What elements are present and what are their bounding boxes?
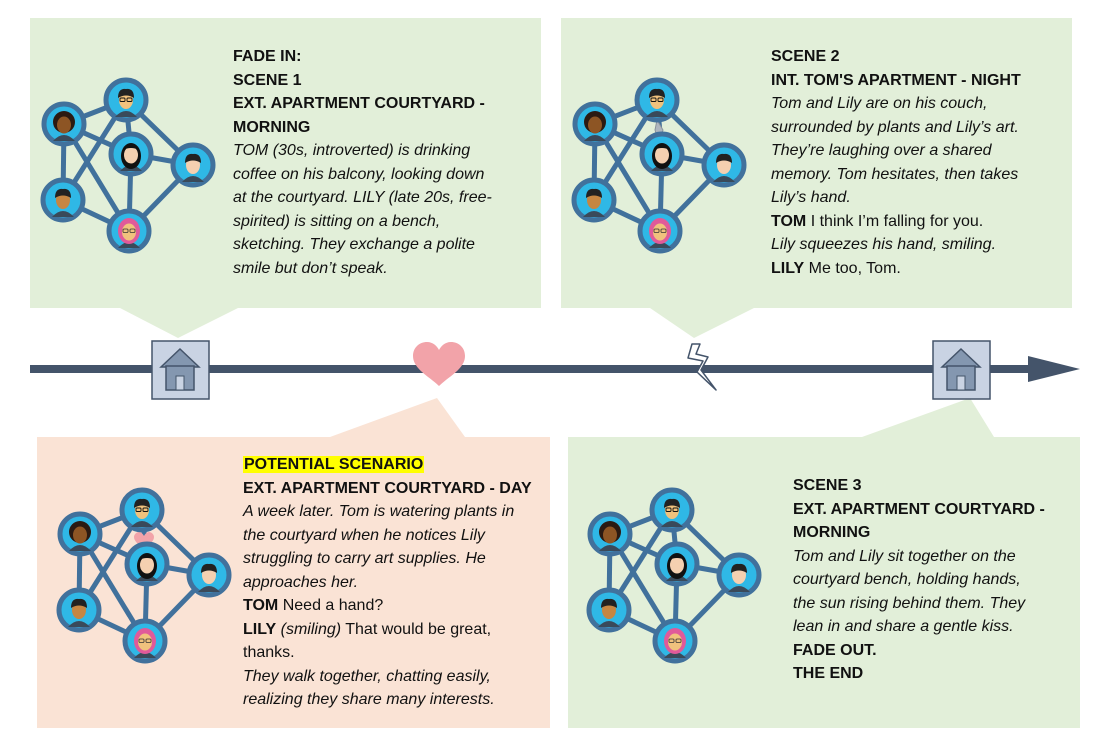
person-node-icon (41, 101, 87, 147)
scene1-action-line: smile but don’t speak. (233, 259, 388, 277)
scene2-location: INT. TOM'S APARTMENT - NIGHT (771, 71, 1021, 89)
scene3-action-line: Tom and Lily sit together on the (793, 547, 1016, 565)
scene3-house-icon (932, 340, 991, 400)
scene2-action-line: surrounded by plants and Lily’s art. (771, 118, 1019, 136)
person-node-icon (103, 77, 149, 123)
dialogue-text-cont: thanks. (243, 644, 295, 661)
potential-action-line: realizing they share many interests. (243, 691, 495, 708)
person-node-icon (40, 177, 86, 223)
person-node-icon (716, 552, 762, 598)
person-node-icon (106, 208, 152, 254)
the-end-label: THE END (793, 665, 864, 682)
scene3-location-cont: MORNING (793, 524, 871, 541)
lightning-icon (687, 343, 717, 391)
speaker-lily: LILY (771, 259, 805, 277)
person-node-icon (124, 541, 170, 587)
person-node-icon (170, 142, 216, 188)
scene3-action-line: the sun rising behind them. They (793, 594, 1026, 612)
scene2-action-line: memory. Tom hesitates, then takes (771, 165, 1019, 183)
fade-in-label: FADE IN: (233, 48, 302, 65)
person-node-icon (634, 77, 680, 123)
scene2-dialogue-tom: TOM I think I’m falling for you. (771, 210, 1021, 234)
parenthetical: (smiling) (276, 620, 342, 638)
person-node-icon (572, 101, 618, 147)
scene3-action-line: courtyard bench, holding hands, (793, 571, 1021, 588)
person-node-icon (639, 131, 685, 177)
potential-action-line: struggling to carry art supplies. He (243, 550, 486, 567)
person-node-icon (57, 511, 103, 557)
scene3-location: EXT. APARTMENT COURTYARD - (793, 500, 1045, 518)
dialogue-text: That would be great, (341, 620, 492, 638)
person-node-icon (119, 487, 165, 533)
dialogue-text: I think I’m falling for you. (806, 212, 984, 230)
scene2-action-line: Lily’s hand. (771, 189, 851, 206)
potential-location: EXT. APARTMENT COURTYARD - DAY (243, 479, 532, 497)
character-network-potential (56, 487, 232, 664)
heart-icon (413, 342, 465, 386)
dialogue-text: Me too, Tom. (804, 259, 901, 277)
person-node-icon (637, 208, 683, 254)
scene1-house-icon (151, 340, 210, 400)
person-node-icon (186, 552, 232, 598)
scene2-text: SCENE 2 INT. TOM'S APARTMENT - NIGHT Tom… (771, 45, 1021, 280)
scene1-location-cont: MORNING (233, 118, 311, 136)
scene2-action-line: Lily squeezes his hand, smiling. (771, 236, 997, 253)
scene3-title: SCENE 3 (793, 477, 862, 494)
scene2-callout-box (561, 18, 1072, 338)
person-node-icon (652, 618, 698, 664)
scene3-text: SCENE 3 EXT. APARTMENT COURTYARD - MORNI… (793, 474, 1045, 686)
heart-connector-icon (134, 532, 154, 550)
scene2-action-line: They’re laughing over a shared (771, 142, 992, 159)
speaker-tom: TOM (243, 597, 279, 614)
potential-dialogue-lily: LILY (smiling) That would be great, (243, 618, 532, 642)
potential-action-line: the courtyard when he notices Lily (243, 526, 485, 544)
potential-dialogue-tom: TOM Need a hand? (243, 594, 532, 618)
scene2-title: SCENE 2 (771, 48, 840, 65)
scene1-location: EXT. APARTMENT COURTYARD - (233, 95, 485, 112)
scene3-action-line: lean in and share a gentle kiss. (793, 618, 1014, 635)
character-network-scene2 (571, 77, 747, 254)
character-network-scene1 (40, 77, 216, 254)
person-node-icon (56, 587, 102, 633)
potential-action-line: They walk together, chatting easily, (243, 667, 491, 685)
scene2-dialogue-lily: LILY Me too, Tom. (771, 257, 1021, 281)
person-node-icon (586, 587, 632, 633)
scene1-text: FADE IN: SCENE 1 EXT. APARTMENT COURTYAR… (233, 45, 492, 280)
speaker-lily: LILY (243, 620, 277, 638)
fade-out-label: FADE OUT. (793, 641, 877, 659)
scene1-action-line: TOM (30s, introverted) is drinking (233, 142, 471, 159)
person-node-icon (122, 618, 168, 664)
person-node-icon (654, 541, 700, 587)
potential-scenario-text: POTENTIAL SCENARIO EXT. APARTMENT COURTY… (243, 453, 532, 712)
dialogue-text: Need a hand? (278, 597, 384, 614)
scene1-action-line: sketching. They exchange a polite (233, 236, 475, 253)
scene1-action-line: coffee on his balcony, looking down (233, 165, 485, 183)
person-node-icon (649, 487, 695, 533)
person-node-icon (108, 131, 154, 177)
potential-scenario-label: POTENTIAL SCENARIO (243, 456, 425, 473)
person-node-icon (701, 142, 747, 188)
potential-action-line: approaches her. (243, 573, 359, 591)
scene2-action-line: Tom and Lily are on his couch, (771, 95, 988, 112)
speaker-tom: TOM (771, 212, 807, 230)
person-node-icon (587, 511, 633, 557)
scene1-title: SCENE 1 (233, 71, 302, 89)
scene1-callout-box (30, 18, 541, 338)
character-network-scene3 (586, 487, 762, 664)
potential-action-line: A week later. Tom is watering plants in (243, 503, 515, 520)
person-node-icon (571, 177, 617, 223)
scene1-action-line: spirited) is sitting on a bench, (233, 212, 441, 230)
scene1-action-line: at the courtyard. LILY (late 20s, free- (233, 189, 492, 206)
